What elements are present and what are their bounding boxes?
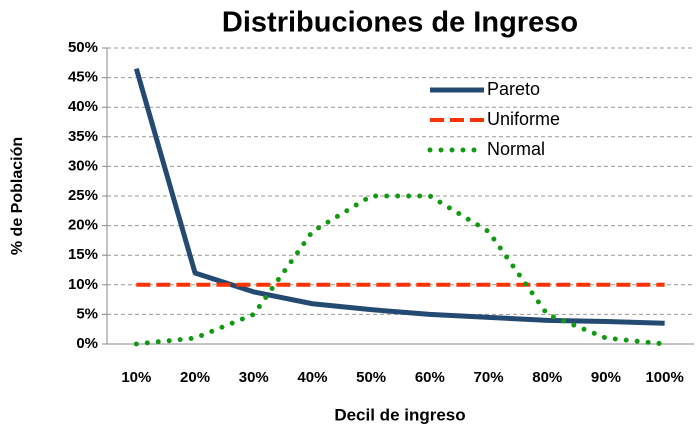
x-tick-label: 30% (239, 369, 269, 386)
x-tick-label: 90% (591, 369, 621, 386)
series-line (133, 68, 665, 326)
legend-label: Normal (487, 139, 545, 159)
x-tick-label: 100% (645, 369, 683, 386)
y-tick-label: 45% (68, 69, 98, 86)
legend-label: Pareto (487, 79, 540, 99)
y-tick-label: 25% (68, 187, 98, 204)
y-tick-label: 0% (76, 335, 98, 352)
legend-label: Uniforme (487, 109, 560, 129)
y-tick-label: 30% (68, 157, 98, 174)
x-tick-label: 40% (297, 369, 327, 386)
x-tick-label: 10% (121, 369, 151, 386)
x-tick-label: 20% (180, 369, 210, 386)
y-axis-label: % de Población (9, 137, 26, 255)
y-tick-label: 5% (76, 305, 98, 322)
y-tick-label: 10% (68, 276, 98, 293)
y-tick-label: 50% (68, 39, 98, 56)
x-tick-label: 70% (474, 369, 504, 386)
y-tick-label: 40% (68, 98, 98, 115)
chart-title: Distribuciones de Ingreso (222, 7, 578, 39)
y-tick-label: 15% (68, 246, 98, 263)
x-tick-label: 60% (415, 369, 445, 386)
x-tick-label: 80% (532, 369, 562, 386)
y-tick-label: 35% (68, 128, 98, 145)
y-tick-label: 20% (68, 217, 98, 234)
x-axis-label: Decil de ingreso (334, 405, 465, 424)
x-tick-label: 50% (356, 369, 386, 386)
